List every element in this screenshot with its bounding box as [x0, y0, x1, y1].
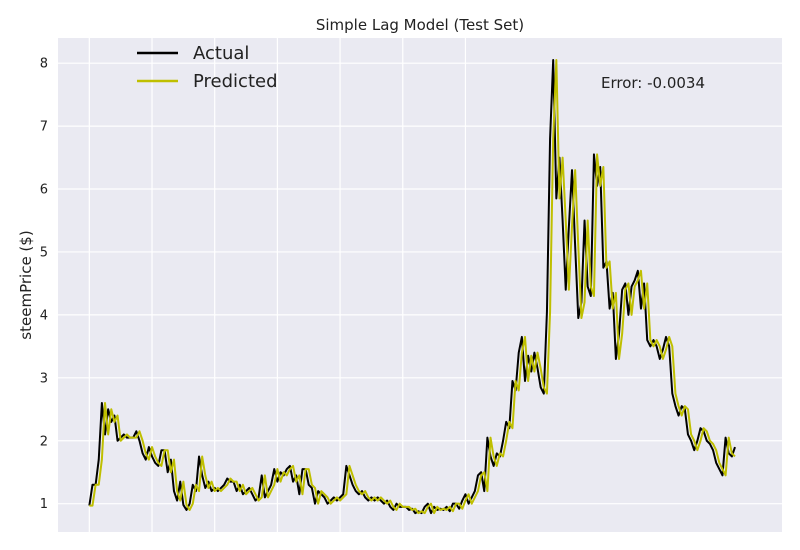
legend-label-actual: Actual [193, 43, 249, 64]
y-axis-ticks: 1 2 3 4 5 6 7 8 [40, 57, 48, 513]
legend-label-predicted: Predicted [193, 71, 278, 92]
y-tick-label: 7 [40, 120, 48, 135]
y-tick-label: 8 [40, 57, 48, 72]
y-tick-label: 3 [40, 371, 48, 386]
plot-area [58, 38, 782, 532]
y-axis-label: steemPrice ($) [17, 230, 35, 339]
error-annotation: Error: -0.0034 [601, 74, 705, 92]
y-tick-label: 5 [40, 245, 48, 260]
series-lines [88, 59, 736, 515]
y-tick-label: 4 [40, 308, 48, 323]
y-tick-label: 2 [40, 434, 48, 449]
y-tick-label: 1 [40, 497, 48, 512]
legend: Actual Predicted [137, 43, 278, 92]
y-tick-label: 6 [40, 183, 48, 198]
series-line-predicted [89, 59, 736, 515]
grid [58, 38, 782, 532]
chart-title: Simple Lag Model (Test Set) [316, 16, 524, 34]
